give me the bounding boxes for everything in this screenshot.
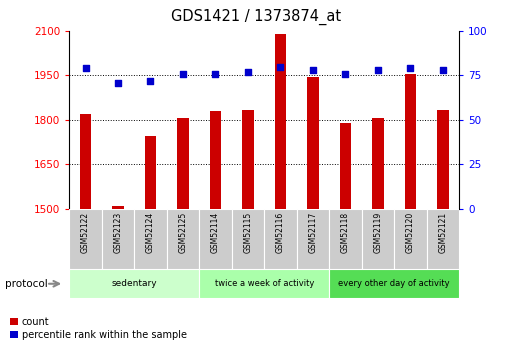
Legend: count, percentile rank within the sample: count, percentile rank within the sample [10, 317, 187, 340]
FancyBboxPatch shape [329, 209, 362, 269]
FancyBboxPatch shape [69, 269, 199, 298]
FancyBboxPatch shape [199, 269, 329, 298]
Bar [372, 118, 384, 209]
Text: GSM52117: GSM52117 [308, 212, 318, 253]
Bar [145, 136, 156, 209]
Text: GSM52123: GSM52123 [113, 212, 123, 253]
Text: GSM52124: GSM52124 [146, 212, 155, 253]
FancyBboxPatch shape [199, 209, 232, 269]
Point [146, 78, 154, 83]
Point [309, 67, 317, 73]
Point [82, 66, 90, 71]
Bar [275, 34, 286, 209]
FancyBboxPatch shape [69, 209, 102, 269]
Bar [210, 111, 221, 209]
Text: GDS1421 / 1373874_at: GDS1421 / 1373874_at [171, 9, 342, 25]
Text: protocol: protocol [5, 279, 48, 289]
Text: GSM52118: GSM52118 [341, 212, 350, 253]
FancyBboxPatch shape [297, 209, 329, 269]
Bar [307, 77, 319, 209]
Point [211, 71, 220, 77]
Point [244, 69, 252, 75]
Text: GSM52116: GSM52116 [276, 212, 285, 253]
Bar [242, 109, 253, 209]
Bar [177, 118, 189, 209]
Bar [340, 123, 351, 209]
Bar [80, 114, 91, 209]
FancyBboxPatch shape [362, 209, 394, 269]
Point [406, 66, 415, 71]
FancyBboxPatch shape [329, 269, 459, 298]
Text: GSM52115: GSM52115 [244, 212, 252, 253]
FancyBboxPatch shape [427, 209, 459, 269]
FancyBboxPatch shape [102, 209, 134, 269]
Point [374, 67, 382, 73]
Text: sedentary: sedentary [111, 279, 157, 288]
FancyBboxPatch shape [232, 209, 264, 269]
Text: GSM52120: GSM52120 [406, 212, 415, 253]
Text: every other day of activity: every other day of activity [339, 279, 450, 288]
Text: GSM52122: GSM52122 [81, 212, 90, 253]
Text: twice a week of activity: twice a week of activity [214, 279, 314, 288]
Bar [405, 74, 416, 209]
FancyBboxPatch shape [134, 209, 167, 269]
Bar [437, 109, 448, 209]
FancyBboxPatch shape [167, 209, 199, 269]
Point [179, 71, 187, 77]
Text: GSM52119: GSM52119 [373, 212, 382, 253]
Point [114, 80, 122, 85]
Text: GSM52125: GSM52125 [179, 212, 187, 253]
Text: GSM52121: GSM52121 [439, 212, 447, 253]
FancyBboxPatch shape [264, 209, 297, 269]
FancyBboxPatch shape [394, 209, 427, 269]
Point [277, 64, 285, 69]
Point [439, 67, 447, 73]
Text: GSM52114: GSM52114 [211, 212, 220, 253]
Bar [112, 206, 124, 209]
Point [341, 71, 349, 77]
